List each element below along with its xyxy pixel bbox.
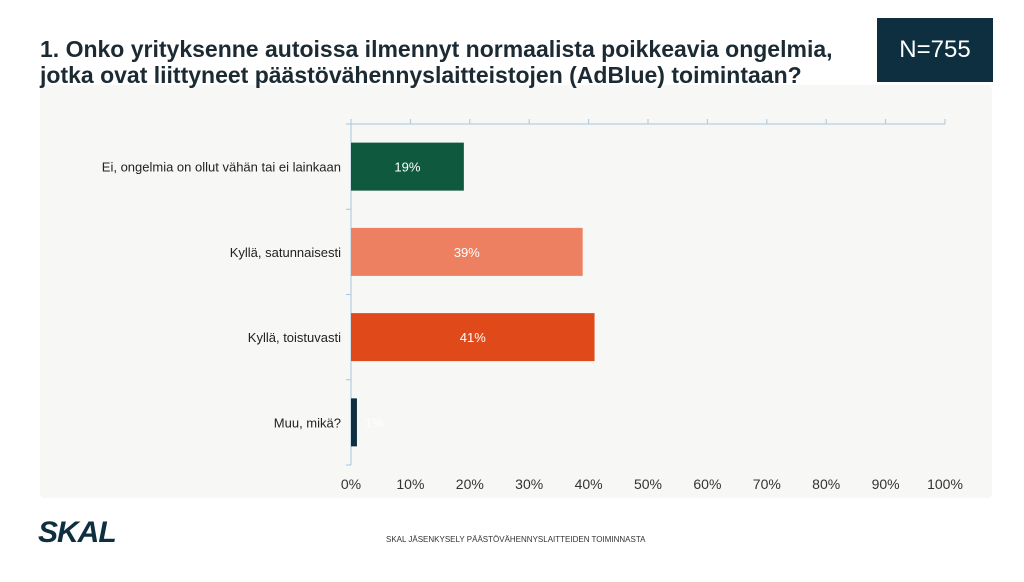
bar: [351, 227, 583, 276]
x-tick-label: 90%: [872, 476, 900, 492]
data-label: 39%: [454, 245, 480, 260]
category-label: Kyllä, toistuvasti: [248, 330, 341, 345]
x-tick-label: 50%: [634, 476, 662, 492]
skal-logo: SKAL: [38, 516, 117, 549]
footer-text: SKAL JÄSENKYSELY PÄÄSTÖVÄHENNYSLAITTEIDE…: [386, 535, 646, 544]
data-label: 19%: [394, 160, 420, 175]
x-tick-label: 30%: [515, 476, 543, 492]
category-label: Ei, ongelmia on ollut vähän tai ei laink…: [102, 160, 341, 175]
x-tick-label: 70%: [753, 476, 781, 492]
x-tick-label: 20%: [456, 476, 484, 492]
data-label: 41%: [460, 330, 486, 345]
data-label: 1%: [365, 415, 384, 430]
page-title: 1. Onko yrityksenne autoissa ilmennyt no…: [40, 36, 833, 88]
x-tick-label: 60%: [693, 476, 721, 492]
x-tick-label: 0%: [341, 476, 361, 492]
x-tick-label: 100%: [927, 476, 963, 492]
x-tick-label: 10%: [396, 476, 424, 492]
category-label: Muu, mikä?: [274, 415, 341, 430]
category-label: Kyllä, satunnaisesti: [230, 245, 341, 260]
sample-size-badge: N=755: [877, 18, 993, 82]
chart-panel: [40, 85, 992, 498]
bar: [351, 398, 357, 447]
x-tick-label: 80%: [812, 476, 840, 492]
bar: [351, 313, 595, 362]
x-tick-label: 40%: [575, 476, 603, 492]
bar: [351, 142, 464, 191]
